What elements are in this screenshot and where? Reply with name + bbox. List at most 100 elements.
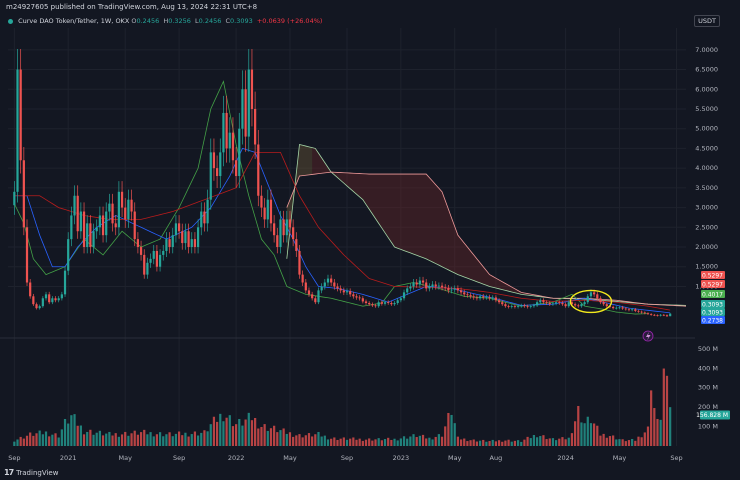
candle-body: [133, 211, 136, 240]
volume-bar: [41, 434, 44, 446]
ohlc-high-key: H: [163, 17, 169, 25]
candle-body: [282, 219, 285, 236]
volume-bar: [459, 439, 463, 446]
volume-bar: [580, 422, 583, 446]
volume-bar: [29, 432, 32, 446]
candle-body: [428, 286, 431, 289]
candle-body: [219, 152, 222, 177]
price-tag-label: 0.3093: [702, 302, 723, 309]
time-tick-label: Sep: [670, 454, 682, 462]
candle-body: [136, 239, 140, 248]
candle-body: [558, 302, 561, 304]
currency-button[interactable]: USDT: [694, 15, 720, 27]
volume-bar: [612, 435, 615, 446]
candle-body: [35, 304, 38, 309]
candle-body: [612, 306, 615, 309]
volume-bar: [67, 423, 70, 446]
candle-body: [409, 286, 412, 289]
price-tick-label: 2.0000: [695, 243, 718, 251]
symbol-name: Curve DAO Token/Tether, 1W, OKX: [18, 17, 130, 25]
candle-body: [415, 282, 418, 285]
candle-body: [380, 302, 383, 304]
candle-body: [120, 191, 124, 208]
candle-body: [254, 108, 257, 145]
candle-body: [570, 302, 574, 305]
candle-body: [469, 295, 472, 297]
volume-bar: [478, 440, 482, 446]
candle-body: [333, 282, 336, 287]
volume-bar: [643, 432, 646, 446]
volume-bar: [133, 430, 136, 446]
volume-bar: [89, 429, 92, 446]
volume-bar: [212, 416, 216, 446]
volume-bar: [266, 430, 269, 446]
volume-bar: [564, 439, 567, 446]
candle-body: [478, 296, 482, 299]
volume-bar: [634, 440, 637, 446]
candle-body: [143, 254, 146, 275]
volume-bar: [203, 430, 206, 446]
candle-body: [520, 305, 523, 307]
volume-bar: [510, 441, 513, 446]
candle-body: [472, 296, 475, 298]
candle-body: [63, 270, 67, 295]
volume-bar: [368, 438, 371, 446]
volume-bar: [209, 424, 212, 446]
candle-body: [459, 290, 463, 293]
volume-bar: [624, 441, 627, 446]
candle-body: [475, 297, 479, 299]
volume-bar: [545, 439, 548, 446]
volume-bar: [177, 431, 181, 446]
volume-bar: [589, 423, 593, 446]
volume-bar: [114, 433, 117, 446]
volume-bar: [507, 439, 510, 446]
volume-bar: [355, 439, 358, 446]
volume-bar: [235, 424, 238, 446]
candle-body: [488, 297, 491, 299]
candle-body: [263, 207, 266, 220]
volume-bar: [504, 440, 507, 446]
volume-bar: [501, 441, 504, 446]
candle-body: [241, 89, 244, 129]
volume-bar: [25, 435, 29, 446]
volume-bar: [475, 441, 479, 446]
candle-body: [174, 223, 178, 236]
candle-body: [48, 294, 51, 303]
candle-body: [624, 308, 627, 310]
volume-bar: [358, 438, 361, 446]
candle-body: [250, 69, 254, 109]
volume-bar: [225, 417, 228, 446]
volume-bar: [22, 438, 25, 446]
volume-bar: [380, 440, 383, 446]
candle-body: [621, 307, 624, 309]
candle-body: [114, 223, 117, 228]
candle-body: [669, 313, 672, 317]
volume-bar: [383, 439, 387, 446]
candle-body: [285, 219, 288, 236]
candle-body: [526, 306, 529, 307]
candle-body: [615, 307, 618, 309]
volume-bar: [574, 421, 577, 446]
candle-body: [184, 231, 187, 244]
volume-bar: [323, 435, 326, 446]
candle-body: [364, 301, 368, 304]
volume-tick-label: 200 M: [698, 403, 718, 411]
time-tick-label: 2021: [60, 454, 77, 462]
lagging-span-line: [13, 80, 648, 315]
price-tag-box: [701, 316, 725, 324]
volume-bar: [171, 436, 174, 446]
candle-body: [599, 298, 602, 303]
volume-tick-label: 500 M: [698, 345, 718, 353]
candle-body: [345, 291, 349, 293]
volume-bar: [282, 428, 285, 446]
candle-body: [548, 303, 551, 305]
candle-body: [390, 303, 393, 305]
volume-bar: [599, 435, 602, 446]
volume-bar: [631, 438, 634, 446]
candle-body: [342, 290, 345, 293]
volume-bar: [158, 432, 162, 446]
volume-bar: [298, 434, 301, 446]
symbol-legend: Curve DAO Token/Tether, 1W, OKX O0.2456 …: [6, 17, 322, 25]
candle-body: [494, 297, 498, 301]
